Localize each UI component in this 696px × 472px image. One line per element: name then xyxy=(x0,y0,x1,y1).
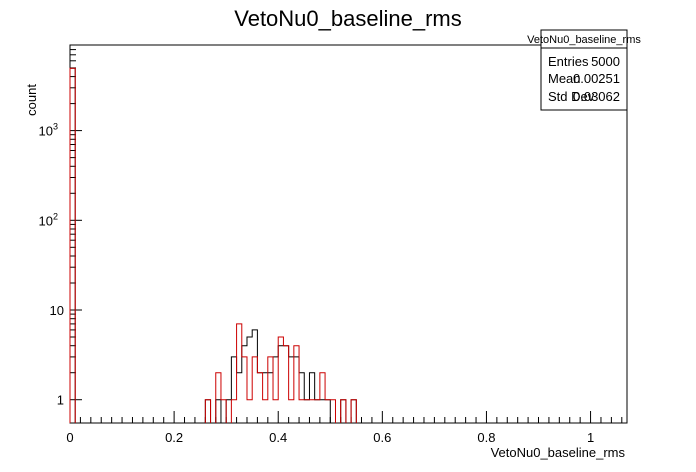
x-tick-label: 0.2 xyxy=(165,430,183,445)
stats-mean-label: Mean xyxy=(548,71,581,86)
x-tick-label: 0.8 xyxy=(477,430,495,445)
x-tick-label: 1 xyxy=(587,430,594,445)
x-tick-label: 0.6 xyxy=(373,430,391,445)
stats-stddev-value: 0.03062 xyxy=(573,89,620,104)
y-tick-label: 102 xyxy=(39,211,58,228)
x-axis: 0 0.2 0.4 0.6 0.8 1 xyxy=(66,411,623,445)
histogram-series-0-path xyxy=(69,67,357,423)
stats-mean-value: 0.00251 xyxy=(573,71,620,86)
stats-stddev-label: Std Dev xyxy=(548,89,595,104)
y-axis-label: count xyxy=(24,84,39,116)
stats-entries-value: 5000 xyxy=(591,54,620,69)
histogram-series xyxy=(69,67,357,423)
stats-box-title: VetoNu0_baseline_rms xyxy=(527,34,641,46)
x-tick-label: 0.4 xyxy=(269,430,287,445)
stats-entries-label: Entries xyxy=(548,54,589,69)
y-tick-label: 10 xyxy=(50,303,64,318)
stats-box: VetoNu0_baseline_rms Entries 5000 Mean 0… xyxy=(527,29,641,111)
x-tick-label: 0 xyxy=(66,430,73,445)
histogram-series-1-path xyxy=(69,67,357,423)
x-axis-label: VetoNu0_baseline_rms xyxy=(491,445,626,460)
y-tick-label: 1 xyxy=(57,393,64,408)
y-tick-label: 103 xyxy=(39,122,58,139)
chart-title: VetoNu0_baseline_rms xyxy=(234,6,461,31)
